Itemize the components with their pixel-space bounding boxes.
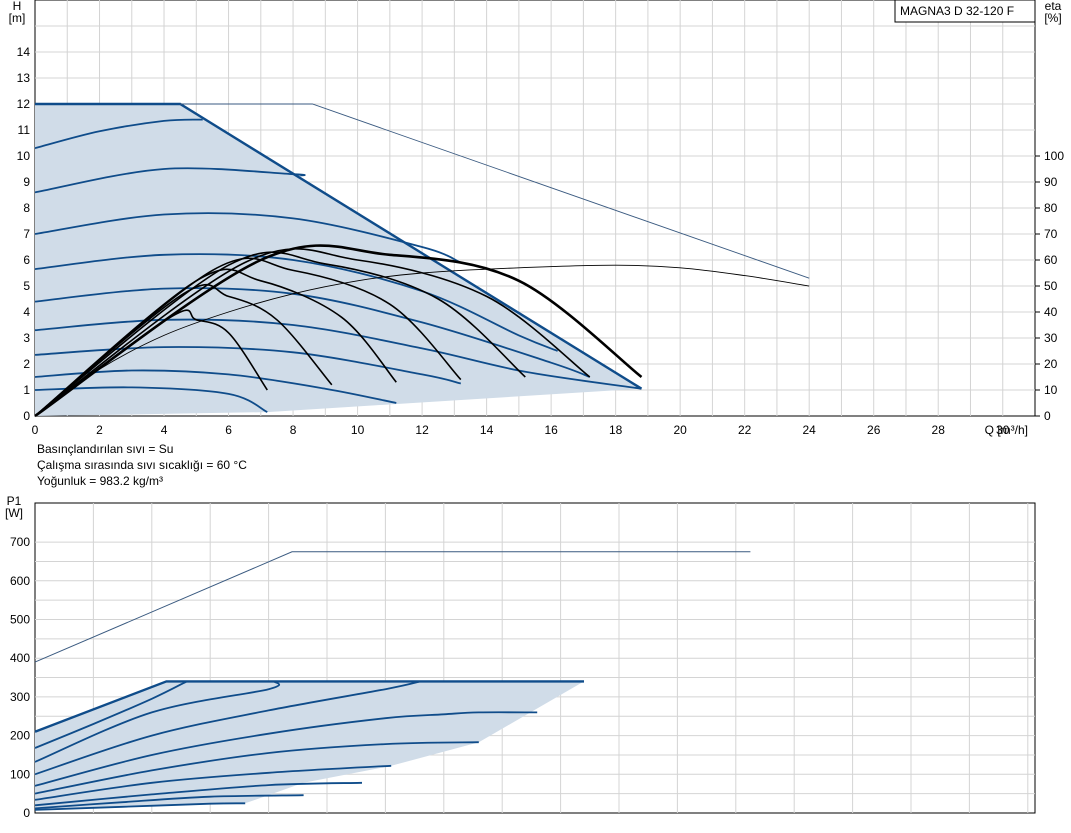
x-tick-label: 28 [932,423,946,437]
y2-tick-label: 60 [1044,253,1058,267]
y-tick-label: 1 [23,383,30,397]
head-curve [34,118,203,150]
x-tick-label: 2 [96,423,103,437]
y2-tick-label: 80 [1044,201,1058,215]
twin-efficiency-curve [34,264,810,417]
x-tick-label: 22 [738,423,752,437]
y2-tick-label: 90 [1044,175,1058,189]
power-max-curve [34,680,584,733]
y2-tick-label: 20 [1044,357,1058,371]
power-curve [34,680,281,763]
y2-tick-label: 0 [1044,409,1051,423]
x-tick-label: 10 [351,423,365,437]
y-tick-label: 4 [23,305,30,319]
head-curve [34,167,306,194]
y-axis-title-line-0: P1 [7,494,22,508]
y-tick-label: 500 [10,613,30,627]
y-tick-label: 11 [18,123,31,137]
efficiency-curve [34,257,462,417]
x-tick-label: 18 [609,423,623,437]
x-tick-label: 24 [803,423,817,437]
head-curve [34,253,558,352]
x-tick-label: 20 [673,423,687,437]
y-tick-label: 300 [10,690,30,704]
y2-axis-title-line-1: [%] [1044,11,1061,25]
efficiency-curve [34,248,591,417]
x-tick-label: 0 [32,423,39,437]
y-tick-label: 700 [10,535,30,549]
y-tick-label: 0 [23,409,30,423]
note-pumped-fluid: Basınçlandırılan sıvı = Su [37,442,174,456]
y-axis-title-line-1: [m] [9,11,26,25]
x-tick-label: 4 [161,423,168,437]
power-curve [34,741,479,795]
y2-tick-label: 40 [1044,305,1058,319]
head-curve [34,369,397,404]
y-tick-label: 3 [23,331,30,345]
y2-tick-label: 70 [1044,227,1058,241]
y-tick-label: 0 [23,806,30,820]
y-axis-title-line-0: H [13,0,22,13]
twin-power-curve [34,551,751,663]
head-curve [34,287,591,378]
x-tick-label: 8 [290,423,297,437]
y-tick-label: 6 [23,253,30,267]
head-efficiency-chart: 0 2 4 6 8 10 12 14 16 18 20 22 24 26 28 300123456789101… [9,0,1064,437]
x-tick-label: 14 [480,423,494,437]
twin-head-curve [180,103,810,279]
power-curve [34,794,304,810]
y2-tick-label: 30 [1044,331,1058,345]
y2-axis-title-line-0: eta [1045,0,1062,13]
y-tick-label: 10 [17,149,31,163]
y2-tick-label: 10 [1044,383,1058,397]
power-curve [34,680,188,749]
y-axis-title-line-1: [W] [5,506,23,520]
note-fluid-temperature: Çalışma sırasında sıvı sıcaklığı = 60 °C [37,458,247,472]
y-tick-label: 200 [10,729,30,743]
y-tick-label: 2 [23,357,30,371]
chart-title: MAGNA3 D 32-120 F [900,4,1014,18]
power-curve [34,764,392,801]
y-tick-label: 8 [23,201,30,215]
x-tick-label: 26 [867,423,881,437]
x-tick-label: 12 [415,423,429,437]
y-tick-label: 7 [23,227,30,241]
head-curve [34,212,462,264]
power-curve [34,680,421,776]
y-tick-label: 400 [10,651,30,665]
x-tick-label: 16 [544,423,558,437]
power-curve [34,711,538,787]
efficiency-curve [34,251,526,417]
x-tick-label: 6 [225,423,232,437]
y2-tick-label: 100 [1044,149,1064,163]
power-curve [34,802,246,811]
note-density: Yoğunluk = 983.2 kg/m³ [37,474,163,488]
y2-tick-label: 50 [1044,279,1058,293]
y-tick-label: 14 [17,45,31,59]
y-tick-label: 9 [23,175,30,189]
model-label-box [894,0,1036,23]
y-tick-label: 5 [23,279,30,293]
power-chart: 0 100 200 300 400 500 600 700 P1[W] [5,494,1036,820]
x-tick-label: 30 [996,423,1010,437]
y-tick-label: 13 [17,71,31,85]
efficiency-curve [34,244,643,418]
x-axis-title: Q [m³/h] [985,423,1028,437]
y-tick-label: 12 [17,97,31,111]
operating-range-area [35,104,642,416]
power-curve [34,781,363,807]
y-tick-label: 600 [10,574,30,588]
y-tick-label: 100 [10,767,30,781]
